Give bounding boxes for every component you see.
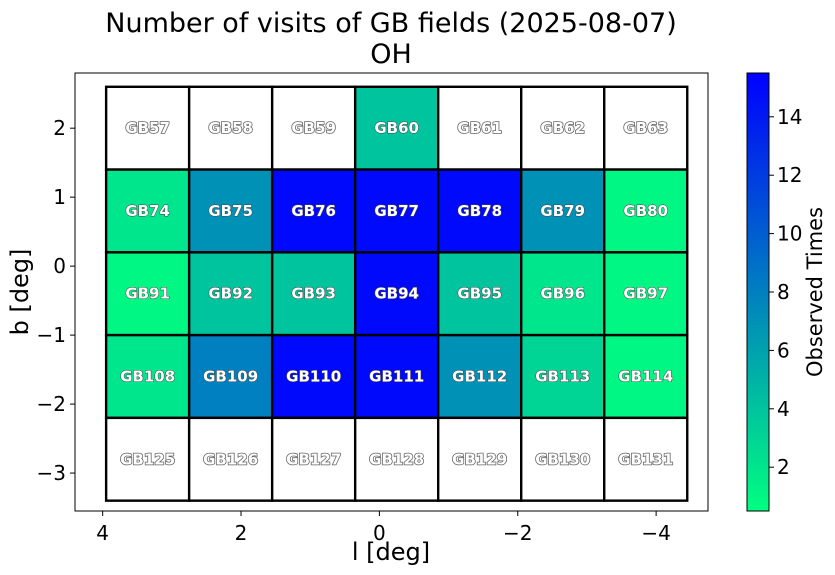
plot-frame	[74, 72, 709, 512]
heatmap-cell	[520, 85, 606, 171]
cell-label: GB126	[203, 450, 258, 468]
y-tick-label: −1	[37, 323, 66, 347]
cell-label: GB60	[374, 119, 419, 137]
x-tick-label: 4	[96, 521, 109, 545]
cell-label: GB97	[623, 285, 668, 303]
heatmap-cell	[270, 416, 357, 502]
chart-subtitle: OH	[370, 39, 412, 70]
colorbar	[747, 73, 769, 511]
cell-label: GB57	[125, 119, 170, 137]
colorbar-tick-label: 10	[777, 222, 802, 246]
heatmap-cell	[270, 251, 357, 337]
heatmap-cell	[104, 416, 191, 502]
heatmap-cell	[436, 168, 523, 254]
y-tick-label: 0	[53, 254, 66, 278]
cell-label: GB113	[535, 367, 590, 385]
cell-label: GB76	[291, 202, 336, 220]
cell-label: GB129	[452, 450, 507, 468]
colorbar-tick-label: 14	[777, 105, 802, 129]
cell-label: GB128	[369, 450, 424, 468]
heatmap-cell	[520, 333, 606, 420]
cell-label: GB131	[618, 450, 673, 468]
heatmap-cell	[603, 333, 689, 420]
x-axis-label: l [deg]	[352, 538, 430, 566]
cell-label: GB95	[457, 285, 502, 303]
heatmap-cell	[353, 251, 440, 337]
heatmap-cell	[104, 85, 191, 171]
cell-label: GB108	[120, 367, 175, 385]
y-axis-ticks: 2 1 0 −1 −2 −3	[37, 116, 75, 485]
cell-label: GB92	[208, 285, 253, 303]
cell-label: GB110	[286, 367, 341, 385]
cell-label: GB109	[203, 367, 258, 385]
colorbar-tick-label: 8	[777, 280, 790, 304]
cell-label: GB93	[291, 285, 336, 303]
cell-label: GB112	[452, 367, 507, 385]
heatmap-cell	[104, 333, 191, 420]
x-tick-label: −2	[503, 521, 532, 545]
cell-label: GB94	[374, 285, 419, 303]
cell-label: GB80	[623, 202, 668, 220]
colorbar-tick-label: 2	[777, 455, 790, 479]
y-tick-label: 2	[53, 116, 66, 140]
chart-title: Number of visits of GB fields (2025-08-0…	[105, 8, 676, 39]
heatmap-cell	[520, 416, 606, 502]
x-tick-label: 2	[235, 521, 248, 545]
colorbar-tick-label: 12	[777, 163, 802, 187]
heatmap-cell	[270, 168, 357, 254]
cell-label: GB75	[208, 202, 253, 220]
heatmap-cell	[187, 251, 274, 337]
heatmap-cell	[187, 85, 274, 171]
colorbar-tick-label: 4	[777, 397, 790, 421]
heatmap-cell	[187, 333, 274, 420]
y-tick-label: 1	[53, 185, 66, 209]
y-tick-label: −3	[37, 461, 66, 485]
cell-label: GB96	[540, 285, 585, 303]
x-tick-label: −4	[641, 521, 670, 545]
heatmap-cell	[603, 168, 689, 254]
cell-label: GB111	[369, 367, 424, 385]
colorbar-label: Observed Times	[803, 207, 827, 377]
cell-label: GB58	[208, 119, 253, 137]
cell-label: GB63	[623, 119, 668, 137]
x-axis-ticks: 4 2 0 −2 −4	[96, 511, 671, 545]
heatmap-cell	[603, 416, 689, 502]
cell-label: GB127	[286, 450, 341, 468]
cell-label: GB130	[535, 450, 590, 468]
heatmap-cells: GB57 GB58 GB59 GB60 GB61 GB62 GB63 GB74 GB75 GB76…	[104, 85, 689, 502]
cell-label: GB62	[540, 119, 585, 137]
heatmap-cell	[436, 251, 523, 337]
heatmap-cell	[104, 168, 191, 254]
cell-label: GB114	[618, 367, 673, 385]
heatmap-cell	[603, 251, 689, 337]
heatmap-cell	[520, 251, 606, 337]
cell-label: GB91	[125, 285, 170, 303]
x-tick-label: 0	[373, 521, 386, 545]
cell-label: GB59	[291, 119, 336, 137]
cell-label: GB74	[125, 202, 170, 220]
colorbar-tick-label: 6	[777, 338, 790, 362]
cell-label: GB125	[120, 450, 175, 468]
cell-label: GB79	[540, 202, 585, 220]
cell-label: GB78	[457, 202, 502, 220]
y-tick-label: −2	[37, 392, 66, 416]
cell-label: GB61	[457, 119, 502, 137]
colorbar-ticks: 2 4 6 8 10 12 14	[769, 105, 802, 479]
y-axis-label: b [deg]	[6, 249, 34, 336]
cell-label: GB77	[374, 202, 419, 220]
